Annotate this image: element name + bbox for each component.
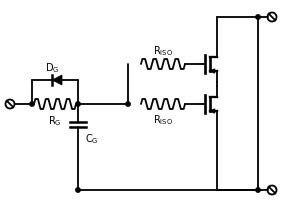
Text: R$_{\rm ISO}$: R$_{\rm ISO}$ xyxy=(153,44,173,58)
Polygon shape xyxy=(211,69,215,73)
Circle shape xyxy=(126,102,130,106)
Circle shape xyxy=(256,188,260,192)
Polygon shape xyxy=(52,75,62,85)
Text: D$_{\rm G}$: D$_{\rm G}$ xyxy=(45,61,59,75)
Circle shape xyxy=(256,15,260,19)
Circle shape xyxy=(76,188,80,192)
Text: C$_{\rm G}$: C$_{\rm G}$ xyxy=(85,132,99,146)
Text: R$_{\rm ISO}$: R$_{\rm ISO}$ xyxy=(153,113,173,127)
Polygon shape xyxy=(211,109,215,113)
Circle shape xyxy=(76,102,80,106)
Text: R$_{\rm G}$: R$_{\rm G}$ xyxy=(48,114,62,128)
Circle shape xyxy=(30,102,34,106)
